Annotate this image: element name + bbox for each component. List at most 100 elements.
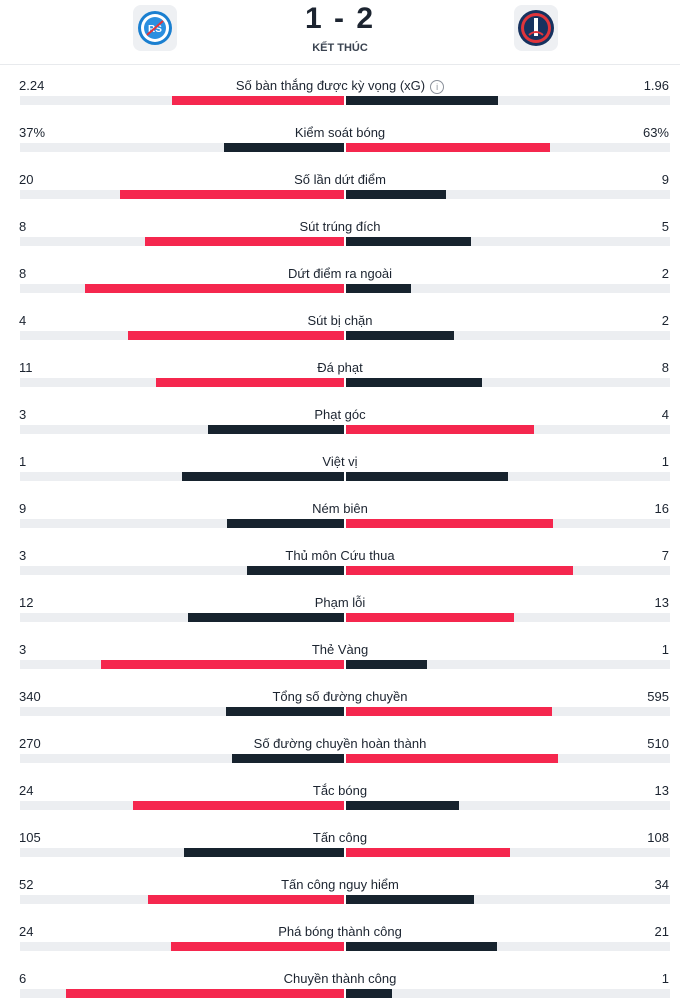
stat-away-bar xyxy=(346,331,454,340)
stat-row: 37% Kiểm soát bóng 63% xyxy=(0,112,680,159)
stat-home-track xyxy=(20,613,344,622)
stat-row: 6 Chuyền thành công 1 xyxy=(0,958,680,1005)
stat-home-bar xyxy=(148,895,344,904)
stat-row: 24 Phá bóng thành công 21 xyxy=(0,911,680,958)
stat-away-value: 9 xyxy=(661,172,669,187)
stat-away-value: 2 xyxy=(661,313,669,328)
stat-away-bar xyxy=(346,566,573,575)
stat-label: Thủ môn Cứu thua xyxy=(0,548,680,564)
stat-label: Tấn công nguy hiểm xyxy=(0,877,680,893)
stat-label: Phá bóng thành công xyxy=(0,924,680,940)
stat-row: 8 Dứt điểm ra ngoài 2 xyxy=(0,253,680,300)
stat-away-bar xyxy=(346,190,446,199)
stat-label-text: Tấn công xyxy=(312,830,368,845)
stat-home-track xyxy=(20,848,344,857)
stat-home-track xyxy=(20,378,344,387)
stat-row: 11 Đá phạt 8 xyxy=(0,347,680,394)
stat-home-bar xyxy=(232,754,344,763)
stat-home-track xyxy=(20,237,344,246)
stat-away-value: 1 xyxy=(661,454,669,469)
stat-home-value: 6 xyxy=(19,971,27,986)
psg-crest-icon xyxy=(518,10,554,46)
stat-away-track xyxy=(346,143,670,152)
stat-away-track xyxy=(346,378,670,387)
stat-home-bar xyxy=(184,848,344,857)
info-icon[interactable]: i xyxy=(430,80,445,94)
stat-row: 1 Việt vị 1 xyxy=(0,441,680,488)
stat-home-track xyxy=(20,472,344,481)
stat-home-value: 20 xyxy=(19,172,34,187)
stat-away-track xyxy=(346,96,670,105)
stat-away-bar xyxy=(346,237,471,246)
stat-home-value: 24 xyxy=(19,783,34,798)
stat-away-track xyxy=(346,472,670,481)
stat-label: Sút trúng đích xyxy=(0,219,680,235)
stat-row: 20 Số lần dứt điểm 9 xyxy=(0,159,680,206)
stat-away-track xyxy=(346,707,670,716)
stat-home-bar xyxy=(156,378,344,387)
stat-home-bar xyxy=(128,331,344,340)
stat-away-bar xyxy=(346,143,550,152)
home-team-logo[interactable]: RS xyxy=(133,5,177,51)
stat-away-value: 1 xyxy=(661,971,669,986)
stat-label-text: Phá bóng thành công xyxy=(278,924,402,939)
stat-away-track xyxy=(346,425,670,434)
stat-away-bar xyxy=(346,895,474,904)
stat-away-bar xyxy=(346,989,392,998)
stat-away-value: 595 xyxy=(647,689,669,704)
stat-away-track xyxy=(346,284,670,293)
stat-home-value: 3 xyxy=(19,548,27,563)
away-team-logo[interactable] xyxy=(514,5,558,51)
stat-row: 8 Sút trúng đích 5 xyxy=(0,206,680,253)
svg-text:RS: RS xyxy=(148,24,162,35)
stat-away-value: 34 xyxy=(654,877,669,892)
rc-strasbourg-crest-icon: RS xyxy=(138,11,172,45)
stat-home-bar xyxy=(224,143,344,152)
stat-home-track xyxy=(20,942,344,951)
stat-row: 9 Ném biên 16 xyxy=(0,488,680,535)
stat-away-value: 16 xyxy=(654,501,669,516)
stat-home-bar xyxy=(85,284,344,293)
stat-home-bar xyxy=(227,519,344,528)
stat-label: Đá phạt xyxy=(0,360,680,376)
stat-home-value: 270 xyxy=(19,736,41,751)
match-status: KẾT THÚC xyxy=(312,42,368,54)
stat-row: 52 Tấn công nguy hiểm 34 xyxy=(0,864,680,911)
stat-away-bar xyxy=(346,378,482,387)
stat-home-track xyxy=(20,519,344,528)
stat-away-track xyxy=(346,848,670,857)
stat-away-track xyxy=(346,566,670,575)
stat-home-track xyxy=(20,143,344,152)
stat-row: 3 Thẻ Vàng 1 xyxy=(0,629,680,676)
stat-away-track xyxy=(346,190,670,199)
stat-away-bar xyxy=(346,613,514,622)
stat-row: 270 Số đường chuyền hoàn thành 510 xyxy=(0,723,680,770)
match-score: 1 - 2 xyxy=(304,2,376,35)
stat-label: Thẻ Vàng xyxy=(0,642,680,658)
stat-home-value: 3 xyxy=(19,407,27,422)
stat-home-track xyxy=(20,190,344,199)
match-header: RS 1 - 2 KẾT THÚC xyxy=(0,0,680,65)
stat-home-bar xyxy=(101,660,344,669)
stat-away-value: 108 xyxy=(647,830,669,845)
stat-label: Dứt điểm ra ngoài xyxy=(0,266,680,282)
stat-home-track xyxy=(20,754,344,763)
stat-label: Sút bị chặn xyxy=(0,313,680,329)
stat-label: Tấn công xyxy=(0,830,680,846)
stat-row: 3 Phạt góc 4 xyxy=(0,394,680,441)
stat-home-bar xyxy=(66,989,344,998)
stat-away-track xyxy=(346,519,670,528)
stat-row: 3 Thủ môn Cứu thua 7 xyxy=(0,535,680,582)
stat-away-track xyxy=(346,942,670,951)
stat-away-value: 1 xyxy=(661,642,669,657)
stat-away-track xyxy=(346,801,670,810)
stat-row: 24 Tắc bóng 13 xyxy=(0,770,680,817)
stat-away-track xyxy=(346,989,670,998)
stat-away-track xyxy=(346,331,670,340)
stat-away-value: 21 xyxy=(654,924,669,939)
stat-away-bar xyxy=(346,707,552,716)
stat-home-bar xyxy=(188,613,344,622)
stat-away-track xyxy=(346,237,670,246)
stat-home-track xyxy=(20,331,344,340)
stat-away-bar xyxy=(346,425,534,434)
